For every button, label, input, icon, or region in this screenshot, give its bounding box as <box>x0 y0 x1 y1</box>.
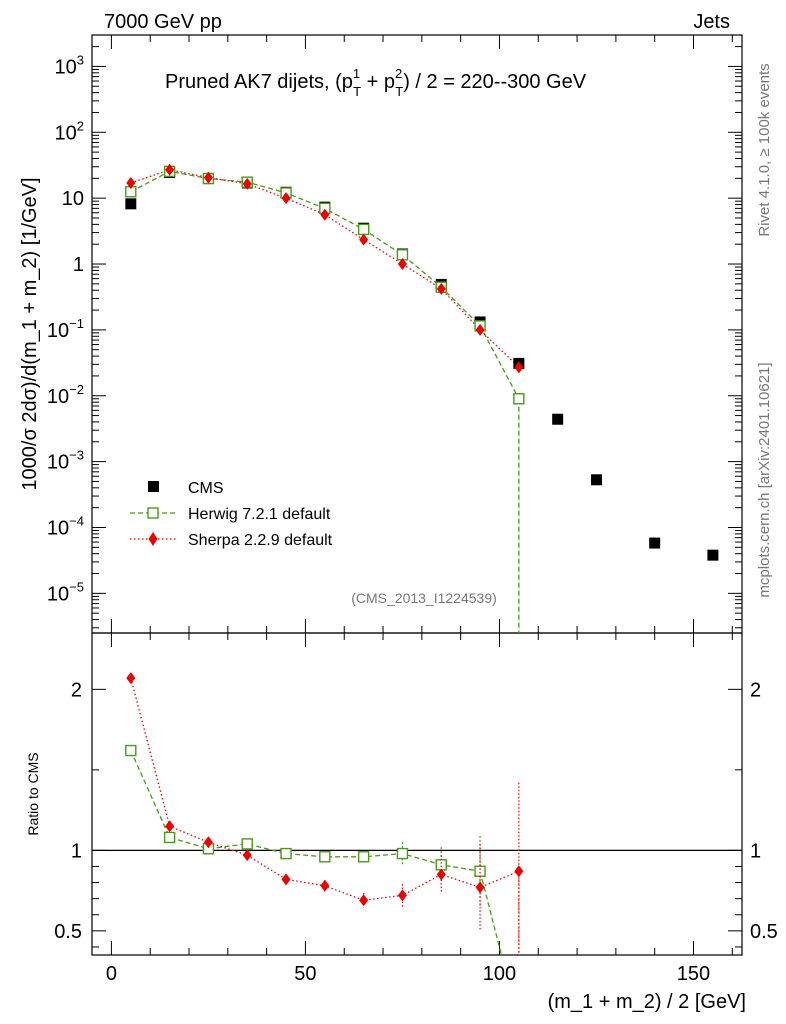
ratio-tick-label-right: 1 <box>750 840 761 862</box>
legend-marker-herwig <box>147 507 159 519</box>
sherpa-point <box>320 208 330 221</box>
ratio-tick-label-right: 0.5 <box>750 921 778 943</box>
sherpa-ratio-point <box>126 672 136 685</box>
y-tick-label: 10−5 <box>47 579 84 605</box>
legend-marker-sherpa <box>148 532 158 546</box>
ratio-tick-label-left: 0.5 <box>54 921 82 943</box>
herwig-ratio-point <box>357 851 370 863</box>
x-tick-label: 0 <box>106 963 117 985</box>
herwig-point <box>357 223 370 236</box>
cms-data-point <box>649 537 661 549</box>
herwig-ratio-line-drop <box>479 871 503 956</box>
analysis-id-label: (CMS_2013_I1224539) <box>351 590 497 606</box>
legend-label-herwig: Herwig 7.2.1 default <box>188 506 331 523</box>
y-tick-label: 103 <box>55 52 84 78</box>
sherpa-ratio-point <box>165 820 175 833</box>
sherpa-point <box>242 177 252 190</box>
sherpa-point <box>397 258 407 271</box>
herwig-ratio-point <box>125 744 137 757</box>
ratio-plot-frame <box>91 632 743 956</box>
plot-frames <box>91 34 743 956</box>
sherpa-ratio-point <box>359 894 369 907</box>
herwig-ratio-point <box>396 847 409 860</box>
sherpa-ratio-point <box>281 873 291 886</box>
herwig-point <box>513 393 525 405</box>
sherpa-ratio-point <box>242 849 252 862</box>
header-left-label: 7000 GeV pp <box>104 11 222 33</box>
y-tick-label: 10−4 <box>47 513 84 539</box>
cms-data-point <box>125 198 137 210</box>
ratio-tick-label-left: 1 <box>71 840 82 862</box>
sherpa-point <box>436 282 446 295</box>
herwig-ratio-point <box>163 831 176 844</box>
cms-data-point <box>590 474 602 486</box>
sherpa-point <box>514 361 524 374</box>
legend-marker-cms <box>148 481 159 492</box>
sherpa-point <box>359 233 369 246</box>
sherpa-ratio-point <box>475 881 485 894</box>
x-tick-label: 150 <box>677 963 710 985</box>
sherpa-ratio-point <box>397 889 407 902</box>
ratio-tick-label-left: 2 <box>71 679 82 701</box>
sherpa-ratio-point <box>320 879 330 892</box>
legend-label-sherpa: Sherpa 2.2.9 default <box>188 532 333 549</box>
sherpa-point <box>126 176 136 189</box>
herwig-ratio-point <box>241 838 253 850</box>
legend: CMS Herwig 7.2.1 default Sherpa 2.2.9 de… <box>130 480 333 549</box>
herwig-ratio-point <box>474 865 486 877</box>
x-axis-label: (m_1 + m_2) / 2 [GeV] <box>548 991 746 1013</box>
herwig-ratio-point <box>435 859 447 871</box>
sherpa-ratio-point <box>203 836 213 849</box>
y-tick-label: 10−3 <box>47 448 84 474</box>
sherpa-ratio-point <box>514 865 524 878</box>
x-tick-label: 50 <box>294 963 316 985</box>
y-tick-label: 10 <box>62 188 84 210</box>
cms-data-point <box>707 549 719 561</box>
chart-title: Pruned AK7 dijets, (p1 T + p2 T) / 2 = 220… <box>165 66 587 99</box>
sherpa-point <box>203 171 213 184</box>
sherpa-point <box>281 192 291 205</box>
y-tick-label: 102 <box>55 118 84 144</box>
y-tick-label: 1 <box>73 254 84 276</box>
cms-data-point <box>552 413 564 425</box>
sherpa-point <box>475 323 485 336</box>
sherpa-ratio-line <box>130 677 520 901</box>
legend-label-cms: CMS <box>188 480 224 497</box>
main-plot-area <box>125 163 719 633</box>
herwig-ratio-line <box>130 750 481 872</box>
herwig-ratio-point <box>280 847 292 860</box>
rivet-version-label: Rivet 4.1.0, ≥ 100k events <box>756 63 773 236</box>
sherpa-point <box>165 163 175 176</box>
ratio-tick-label-right: 2 <box>750 679 761 701</box>
ratio-plot-area <box>92 672 742 956</box>
y-tick-label: 10−1 <box>47 316 84 342</box>
header-right-label: Jets <box>693 11 730 33</box>
y-tick-label: 10−2 <box>47 382 84 408</box>
ratio-y-axis-label: Ratio to CMS <box>25 752 41 835</box>
mcplots-label: mcplots.cern.ch [arXiv:2401.10621] <box>756 362 773 597</box>
herwig-ratio-point <box>319 851 331 863</box>
y-axis-label: 1000/σ 2dσ)/d(m_1 + m_2) [1/GeV] <box>19 177 41 490</box>
sherpa-ratio-point <box>436 868 446 881</box>
x-tick-label: 100 <box>483 963 516 985</box>
sherpa-line <box>130 169 520 368</box>
axis-ticks: 0 50 100 150 10−5 10−4 10−3 10−2 10−1 1 10 102 103 0.… <box>47 34 778 985</box>
